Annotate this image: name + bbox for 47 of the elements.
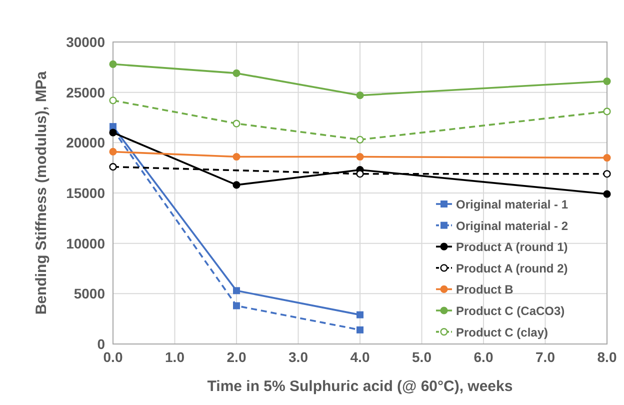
- x-tick-label: 1.0: [165, 349, 185, 365]
- x-tick-label: 7.0: [536, 349, 556, 365]
- x-tick-label: 8.0: [597, 349, 617, 365]
- x-tick-label: 5.0: [412, 349, 432, 365]
- y-tick-label: 0: [97, 336, 106, 352]
- point: [356, 326, 364, 334]
- point: [232, 69, 240, 78]
- point: [356, 152, 364, 161]
- point: [603, 77, 611, 86]
- point: [109, 163, 117, 171]
- point: [603, 154, 611, 162]
- point: [356, 170, 364, 178]
- point: [233, 287, 240, 294]
- point: [356, 311, 364, 318]
- y-tick-label: 20000: [66, 134, 106, 151]
- y-tick-label: 30000: [66, 34, 106, 50]
- y-axis-title: Bending Stiffness (modulus), MPa: [33, 70, 50, 315]
- legend-label: Product B: [456, 282, 514, 297]
- legend-label: Product C (clay): [456, 325, 548, 340]
- point: [603, 108, 611, 116]
- y-tick-label: 5000: [74, 286, 106, 302]
- x-tick-label: 4.0: [350, 349, 370, 365]
- x-tick-label: 2.0: [226, 349, 246, 365]
- point: [232, 181, 240, 189]
- legend-label: Product A (round 2): [456, 261, 568, 276]
- x-tick-label: 6.0: [474, 349, 494, 365]
- point: [356, 92, 364, 100]
- legend-label: Original material - 2: [456, 218, 568, 233]
- point: [233, 302, 240, 310]
- point: [109, 96, 117, 104]
- point: [109, 60, 117, 68]
- legend-label: Original material - 1: [456, 198, 568, 212]
- x-tick-label: 0.0: [103, 349, 123, 365]
- point: [109, 128, 117, 136]
- point: [603, 190, 611, 198]
- y-tick-label: 15000: [66, 185, 106, 201]
- y-tick-label: 10000: [66, 235, 106, 252]
- point: [232, 152, 240, 161]
- y-tick-label: 25000: [66, 84, 106, 100]
- x-axis-title: Time in 5% Sulphuric acid (@ 60°C), weeks: [207, 378, 513, 395]
- x-tick-label: 3.0: [288, 349, 308, 365]
- legend-label: Product C (CaCO3): [456, 304, 565, 318]
- point: [232, 120, 240, 128]
- legend-label: Product A (round 1): [456, 240, 568, 254]
- point: [356, 136, 364, 144]
- point: [603, 170, 611, 178]
- point: [109, 148, 117, 156]
